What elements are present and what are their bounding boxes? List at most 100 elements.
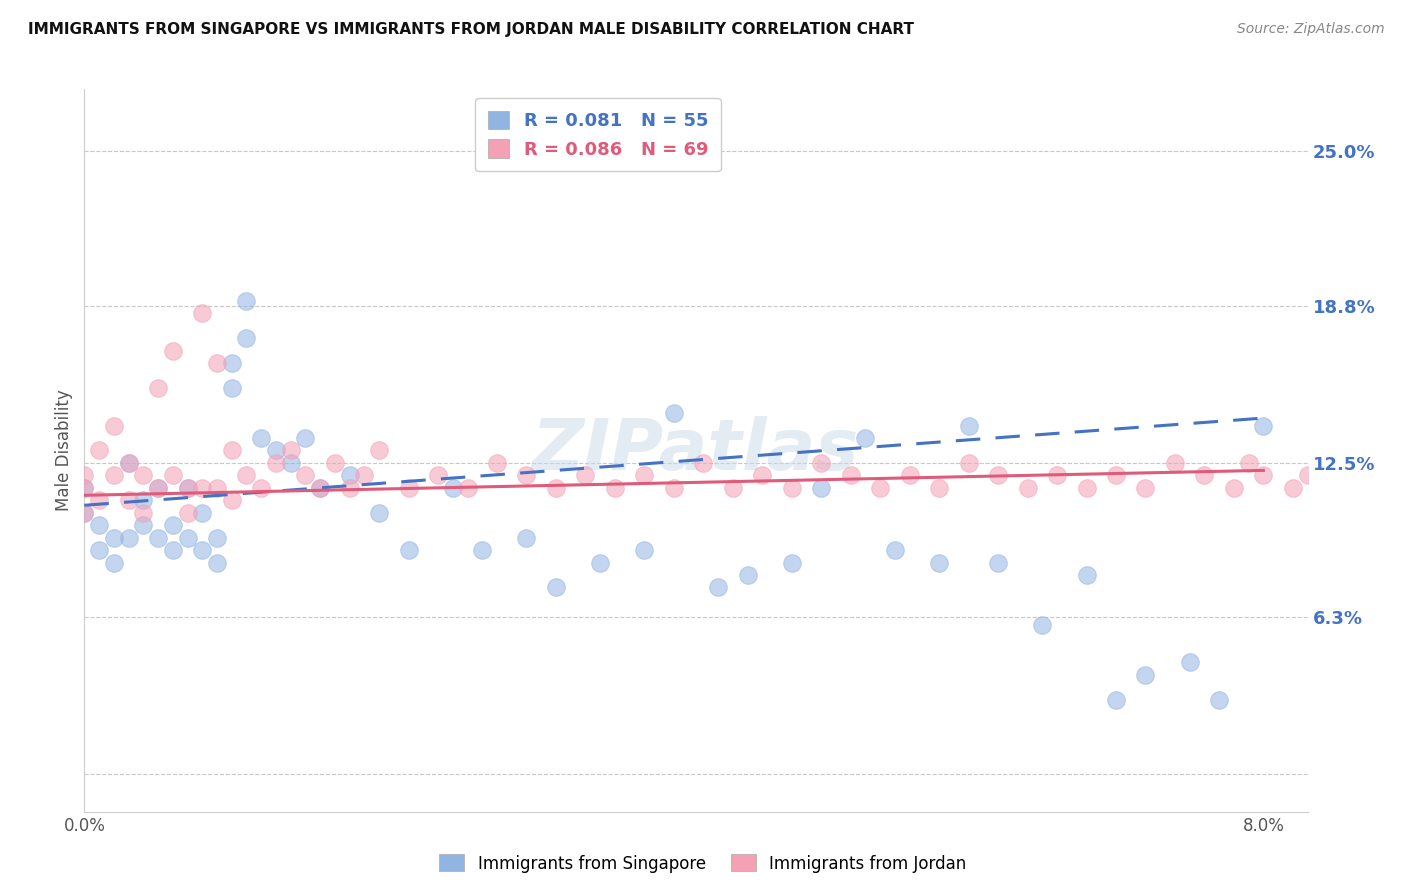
Point <box>810 456 832 470</box>
Point <box>1296 468 1319 483</box>
Point <box>176 531 198 545</box>
Point <box>515 468 537 483</box>
Point <box>855 431 877 445</box>
Point <box>205 356 228 370</box>
Point <box>103 531 125 545</box>
Point <box>309 481 332 495</box>
Point <box>1135 667 1157 681</box>
Point <box>73 481 96 495</box>
Point <box>87 443 110 458</box>
Point <box>662 406 685 420</box>
Text: Source: ZipAtlas.com: Source: ZipAtlas.com <box>1237 22 1385 37</box>
Point <box>1105 692 1128 706</box>
Point <box>441 481 464 495</box>
Point <box>1253 418 1275 433</box>
Point <box>221 443 243 458</box>
Point <box>544 581 567 595</box>
Point <box>205 531 228 545</box>
Point <box>721 481 744 495</box>
Point <box>1340 293 1362 308</box>
Point <box>73 481 96 495</box>
Point <box>1194 468 1216 483</box>
Point <box>132 506 155 520</box>
Point <box>751 468 773 483</box>
Point <box>280 443 302 458</box>
Point <box>235 293 257 308</box>
Point <box>235 468 257 483</box>
Point <box>146 481 169 495</box>
Point <box>162 543 184 558</box>
Point <box>309 481 332 495</box>
Point <box>898 468 921 483</box>
Point <box>103 556 125 570</box>
Point <box>603 481 626 495</box>
Point <box>235 331 257 345</box>
Point <box>117 493 139 508</box>
Point <box>1017 481 1039 495</box>
Point <box>1178 655 1201 669</box>
Point <box>957 456 980 470</box>
Point <box>191 306 214 320</box>
Point <box>221 493 243 508</box>
Point <box>103 418 125 433</box>
Legend: Immigrants from Singapore, Immigrants from Jordan: Immigrants from Singapore, Immigrants fr… <box>433 847 973 880</box>
Point <box>398 543 420 558</box>
Point <box>162 518 184 533</box>
Point <box>810 481 832 495</box>
Y-axis label: Male Disability: Male Disability <box>55 390 73 511</box>
Point <box>73 506 96 520</box>
Point <box>294 468 316 483</box>
Point <box>884 543 907 558</box>
Point <box>471 543 494 558</box>
Point <box>1253 468 1275 483</box>
Point <box>692 456 714 470</box>
Point <box>87 543 110 558</box>
Point <box>1223 481 1246 495</box>
Point <box>633 468 655 483</box>
Point <box>191 481 214 495</box>
Point <box>191 543 214 558</box>
Point <box>353 468 375 483</box>
Point <box>103 468 125 483</box>
Point <box>73 506 96 520</box>
Point <box>869 481 891 495</box>
Point <box>1031 618 1053 632</box>
Text: IMMIGRANTS FROM SINGAPORE VS IMMIGRANTS FROM JORDAN MALE DISABILITY CORRELATION : IMMIGRANTS FROM SINGAPORE VS IMMIGRANTS … <box>28 22 914 37</box>
Point <box>1326 468 1348 483</box>
Point <box>87 518 110 533</box>
Point <box>633 543 655 558</box>
Point <box>132 518 155 533</box>
Point <box>1076 481 1098 495</box>
Point <box>1105 468 1128 483</box>
Point <box>1237 456 1260 470</box>
Point <box>205 481 228 495</box>
Point <box>191 506 214 520</box>
Point <box>132 493 155 508</box>
Point <box>221 381 243 395</box>
Point <box>323 456 346 470</box>
Point <box>780 556 803 570</box>
Point <box>427 468 450 483</box>
Point <box>737 568 759 582</box>
Point <box>146 381 169 395</box>
Point <box>1164 456 1187 470</box>
Point <box>957 418 980 433</box>
Point <box>117 456 139 470</box>
Point <box>574 468 596 483</box>
Point <box>1310 481 1333 495</box>
Point <box>146 481 169 495</box>
Point <box>339 481 361 495</box>
Point <box>368 506 391 520</box>
Point <box>662 481 685 495</box>
Point <box>117 456 139 470</box>
Point <box>589 556 612 570</box>
Point <box>162 343 184 358</box>
Point <box>707 581 730 595</box>
Point <box>1046 468 1069 483</box>
Point <box>73 468 96 483</box>
Point <box>1135 481 1157 495</box>
Legend: R = 0.081   N = 55, R = 0.086   N = 69: R = 0.081 N = 55, R = 0.086 N = 69 <box>475 98 721 171</box>
Point <box>457 481 479 495</box>
Point <box>176 506 198 520</box>
Point <box>221 356 243 370</box>
